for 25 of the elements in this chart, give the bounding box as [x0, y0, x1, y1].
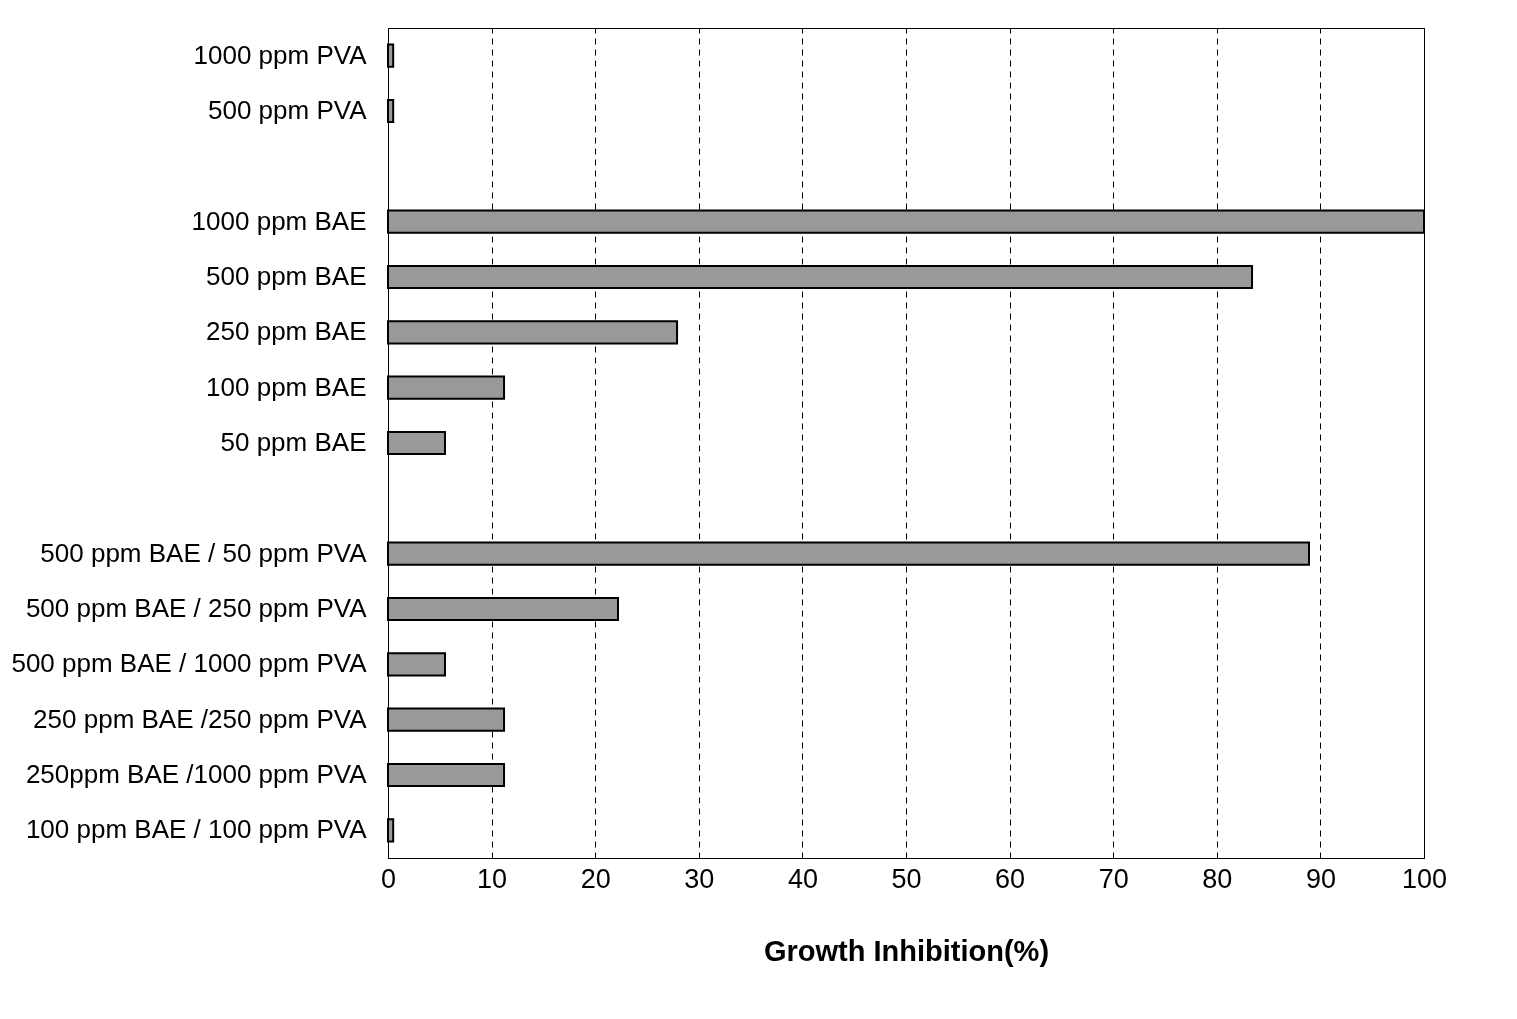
y-tick-label: 50 ppm BAE: [220, 427, 367, 457]
x-tick-label: 10: [477, 863, 508, 894]
x-axis-title: Growth Inhibition(%): [763, 934, 1050, 967]
x-tick-label: 30: [684, 863, 715, 894]
y-tick-label: 500 ppm BAE / 1000 ppm PVA: [11, 648, 368, 679]
y-tick-label: 100 ppm BAE / 100 ppm PVA: [25, 814, 368, 845]
x-tick-label: 100: [1401, 863, 1448, 894]
y-tick-label: 500 ppm BAE: [206, 261, 367, 291]
y-tick-label: 1000 ppm BAE: [191, 205, 367, 236]
x-tick-label: 60: [995, 863, 1026, 894]
y-tick-label: 250ppm BAE /1000 ppm PVA: [25, 759, 368, 789]
y-tick-label: 250 ppm BAE /250 ppm PVA: [33, 703, 368, 734]
x-tick-label: 90: [1305, 863, 1336, 894]
y-tick-label: 500 ppm BAE / 50 ppm PVA: [40, 537, 368, 568]
x-tick-label: 20: [580, 863, 611, 894]
x-tick-label: 70: [1098, 863, 1129, 894]
y-tick-label: 500 ppm PVA: [207, 95, 368, 125]
x-tick-label: 40: [787, 863, 818, 894]
x-tick-label: 50: [891, 863, 922, 894]
x-tick-label: 80: [1202, 863, 1233, 894]
y-tick-label: 100 ppm BAE: [206, 371, 367, 402]
y-tick-label: 500 ppm BAE / 250 ppm PVA: [25, 593, 368, 623]
y-tick-label: 1000 ppm PVA: [193, 39, 368, 70]
y-tick-label: 250 ppm BAE: [206, 316, 367, 347]
x-tick-label: 0: [380, 863, 397, 894]
